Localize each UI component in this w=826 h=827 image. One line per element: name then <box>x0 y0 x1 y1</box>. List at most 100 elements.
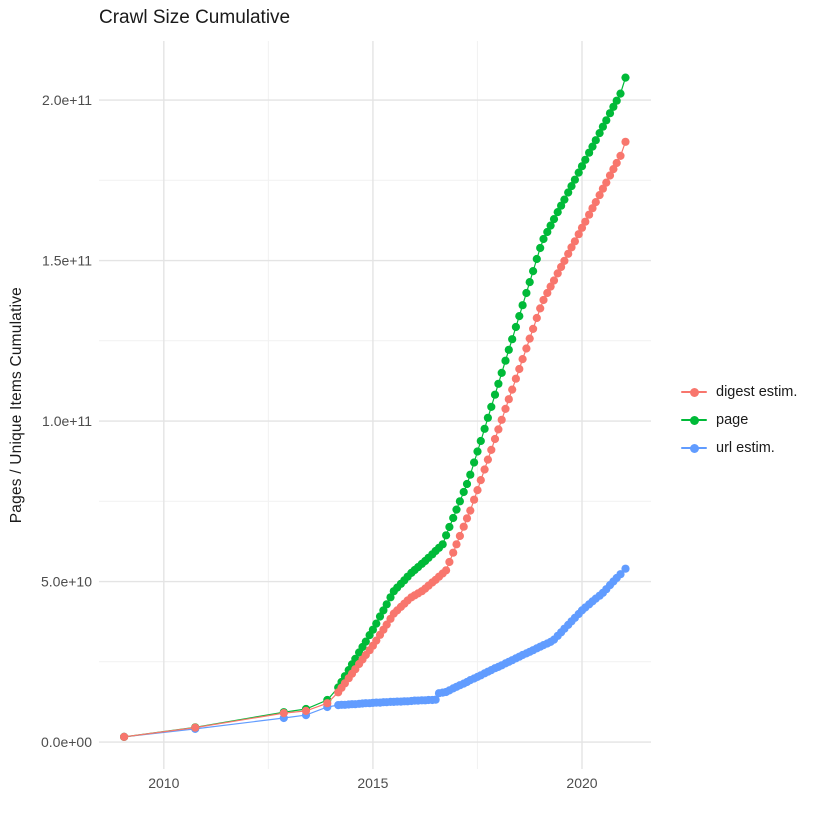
data-point-page <box>372 619 381 628</box>
data-point-digestestim <box>515 364 524 374</box>
data-point-digestestim <box>449 548 458 557</box>
data-point-digestestim <box>487 445 496 454</box>
data-point-digestestim <box>462 514 472 523</box>
data-point-page <box>466 470 475 479</box>
data-point-page <box>375 612 385 621</box>
data-point-digestestim <box>301 706 311 716</box>
data-point-page <box>504 345 513 354</box>
data-point-urlestim <box>616 570 625 579</box>
data-point-page <box>588 142 597 151</box>
data-point-page <box>483 413 492 422</box>
legend-item-digest-estim: digest estim. <box>681 378 797 406</box>
data-point-digestestim <box>473 486 482 495</box>
data-point-page <box>553 208 562 217</box>
data-point-page <box>591 136 600 145</box>
data-point-digestestim <box>602 178 611 187</box>
data-point-page <box>386 593 395 602</box>
data-point-page <box>522 288 531 298</box>
data-point-digestestim <box>577 223 587 232</box>
data-point-digestestim <box>605 171 615 180</box>
legend-label-page: page <box>716 412 749 428</box>
data-point-digestestim <box>570 237 580 246</box>
data-point-page <box>581 155 590 164</box>
data-point-digestestim <box>574 230 583 239</box>
y-axis-title-text: Pages / Unique Items Cumulative <box>8 286 25 524</box>
data-point-page <box>585 148 594 157</box>
data-point-digestestim <box>591 198 600 207</box>
data-point-page <box>473 447 482 456</box>
data-point-page <box>612 96 621 105</box>
data-point-page <box>368 625 377 634</box>
data-point-digestestim <box>539 295 548 305</box>
y-tick-label: 5.0e+10 <box>41 574 92 590</box>
data-point-digestestim <box>612 158 621 168</box>
data-point-digestestim <box>497 415 506 424</box>
data-point-page <box>361 637 370 646</box>
data-point-digestestim <box>279 709 288 718</box>
data-point-digestestim <box>525 334 534 343</box>
data-point-page <box>379 606 388 615</box>
data-point-page <box>470 458 479 467</box>
legend: digest estim. page url estim. <box>681 378 797 462</box>
data-point-page <box>438 540 447 549</box>
data-point-digestestim <box>480 465 489 474</box>
chart-title: Crawl Size Cumulative <box>99 7 291 28</box>
data-point-digestestim <box>553 269 562 278</box>
data-point-digestestim <box>518 355 527 364</box>
data-point-page <box>577 162 587 171</box>
data-point-digestestim <box>549 276 559 285</box>
data-point-digestestim <box>546 282 555 291</box>
y-tick-label: 1.0e+11 <box>42 413 92 429</box>
data-point-digestestim <box>483 455 492 464</box>
data-point-digestestim <box>609 165 618 174</box>
data-point-digestestim <box>191 723 200 732</box>
data-point-digestestim <box>529 324 538 333</box>
data-point-page <box>567 182 576 191</box>
data-point-page <box>598 122 608 131</box>
data-point-page <box>452 505 461 514</box>
legend-key-digest-line-dot-icon <box>681 378 707 406</box>
data-point-digestestim <box>442 566 451 575</box>
data-point-page <box>605 109 615 118</box>
data-point-digestestim <box>621 137 630 146</box>
data-point-page <box>497 368 506 377</box>
data-point-digestestim <box>511 374 520 383</box>
data-point-page <box>442 531 451 540</box>
data-point-digestestim <box>588 204 597 213</box>
data-point-page <box>564 188 573 197</box>
series-line-urlestim <box>124 568 626 738</box>
data-point-urlestim <box>621 564 630 573</box>
data-point-digestestim <box>455 531 464 541</box>
data-point-page <box>570 175 580 184</box>
data-point-digestestim <box>616 151 625 160</box>
data-point-digestestim <box>564 249 573 258</box>
data-point-page <box>382 600 391 609</box>
y-tick-label: 0.0e+00 <box>41 734 92 750</box>
data-point-page <box>532 254 541 264</box>
data-point-digestestim <box>476 476 485 485</box>
data-point-page <box>525 278 534 287</box>
data-point-digestestim <box>560 256 569 265</box>
data-point-digestestim <box>581 217 590 226</box>
data-point-digestestim <box>466 506 475 515</box>
data-point-page <box>539 234 548 244</box>
legend-item-page: page <box>681 406 797 434</box>
data-point-digestestim <box>595 191 604 200</box>
data-point-page <box>560 195 569 204</box>
data-point-digestestim <box>382 620 391 629</box>
data-point-page <box>494 379 503 388</box>
data-point-digestestim <box>567 243 576 252</box>
data-point-page <box>536 243 545 253</box>
data-point-page <box>449 513 458 523</box>
data-point-page <box>480 424 489 433</box>
data-point-digestestim <box>543 288 552 298</box>
data-point-page <box>621 73 630 82</box>
x-tick-label: 2010 <box>148 775 179 791</box>
data-point-page <box>511 322 520 332</box>
data-point-digestestim <box>323 699 332 708</box>
data-point-page <box>501 356 510 365</box>
data-point-digestestim <box>532 313 541 323</box>
data-point-page <box>557 201 566 210</box>
data-point-page <box>574 168 583 177</box>
data-point-digestestim <box>490 434 500 444</box>
